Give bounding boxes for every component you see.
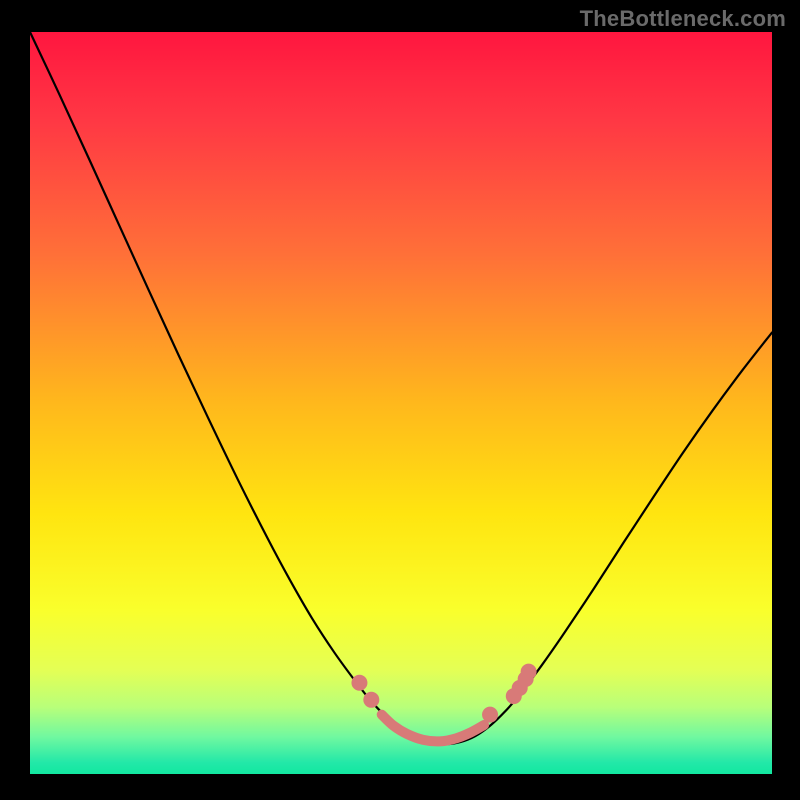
chart-svg <box>30 32 772 774</box>
plot-area <box>30 32 772 774</box>
optimal-dot <box>482 707 498 723</box>
optimal-dot <box>521 664 537 680</box>
optimal-dot <box>363 692 379 708</box>
watermark-text: TheBottleneck.com <box>580 6 786 32</box>
chart-frame: TheBottleneck.com <box>0 0 800 800</box>
gradient-background <box>30 32 772 774</box>
optimal-dot <box>351 675 367 691</box>
